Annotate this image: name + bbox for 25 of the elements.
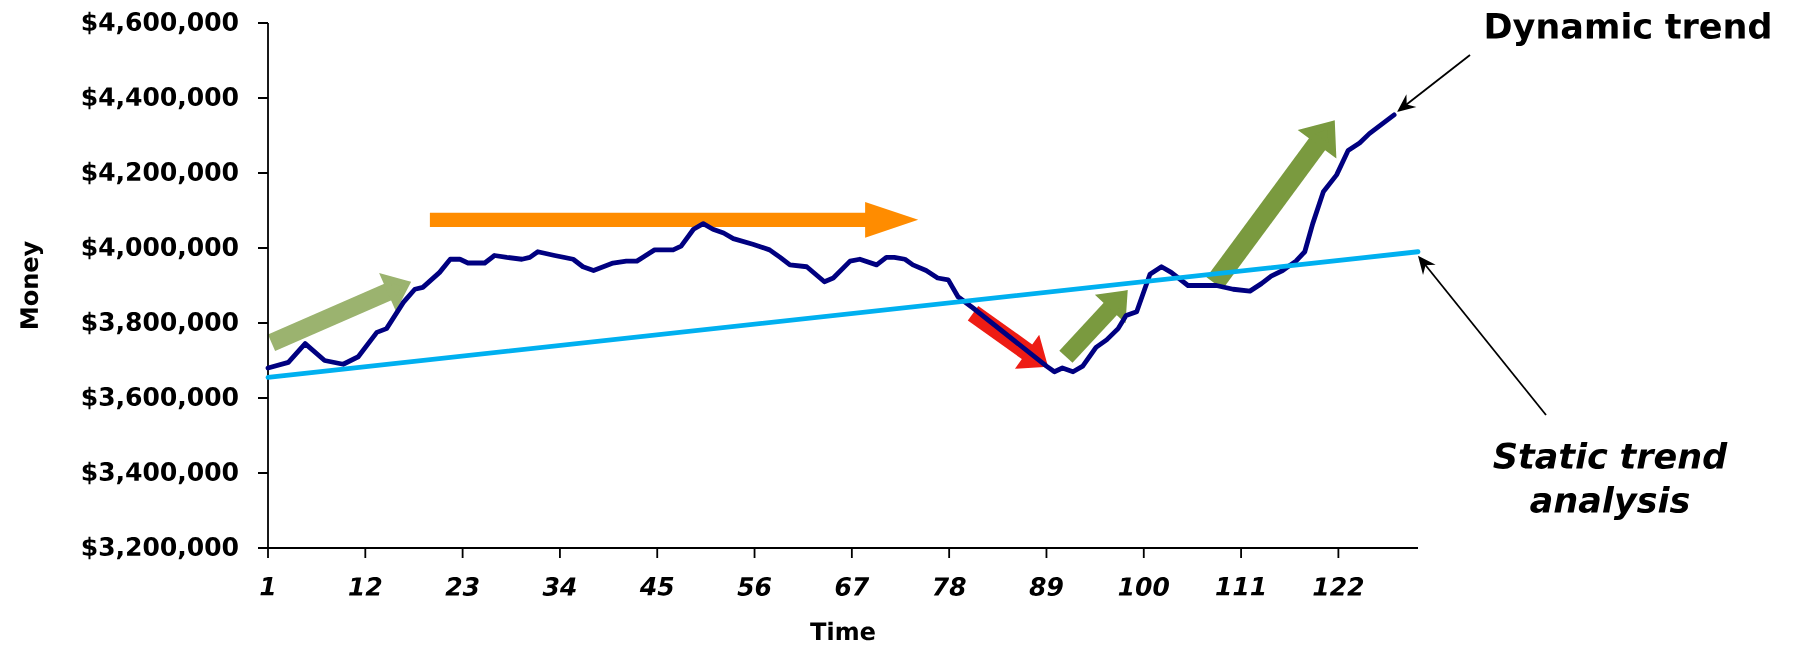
y-tick-label: $4,400,000 bbox=[82, 86, 238, 110]
y-tick-label: $4,600,000 bbox=[82, 11, 238, 35]
x-tick-label: 34 bbox=[542, 577, 576, 596]
y-tick-label: $3,200,000 bbox=[82, 536, 238, 560]
x-tick-label: 122 bbox=[1313, 577, 1364, 596]
x-tick-label: 23 bbox=[445, 577, 479, 596]
y-tick-label: $4,000,000 bbox=[82, 236, 238, 260]
y-tick-label: $4,200,000 bbox=[82, 161, 238, 185]
x-tick-label: 12 bbox=[348, 577, 382, 596]
y-tick-label: $3,800,000 bbox=[82, 311, 238, 335]
x-axis-title: Time bbox=[810, 621, 875, 641]
y-tick-label: $3,400,000 bbox=[82, 461, 238, 485]
x-tick-label: 111 bbox=[1216, 577, 1265, 596]
x-tick-label: 78 bbox=[933, 577, 966, 596]
x-tick-label: 1 bbox=[260, 577, 274, 596]
x-tick-label: 56 bbox=[737, 577, 772, 596]
x-tick-label: 67 bbox=[835, 577, 870, 596]
x-tick-label: 89 bbox=[1029, 577, 1063, 596]
y-axis-title: Money bbox=[20, 241, 44, 328]
x-tick-label: 100 bbox=[1118, 577, 1169, 596]
x-tick-label: 45 bbox=[639, 577, 674, 596]
y-tick-label: $3,600,000 bbox=[82, 386, 238, 410]
text: Dynamic trend bbox=[1486, 11, 1770, 47]
text: Static trend analysis bbox=[1493, 441, 1728, 521]
line-series bbox=[265, 112, 1397, 375]
